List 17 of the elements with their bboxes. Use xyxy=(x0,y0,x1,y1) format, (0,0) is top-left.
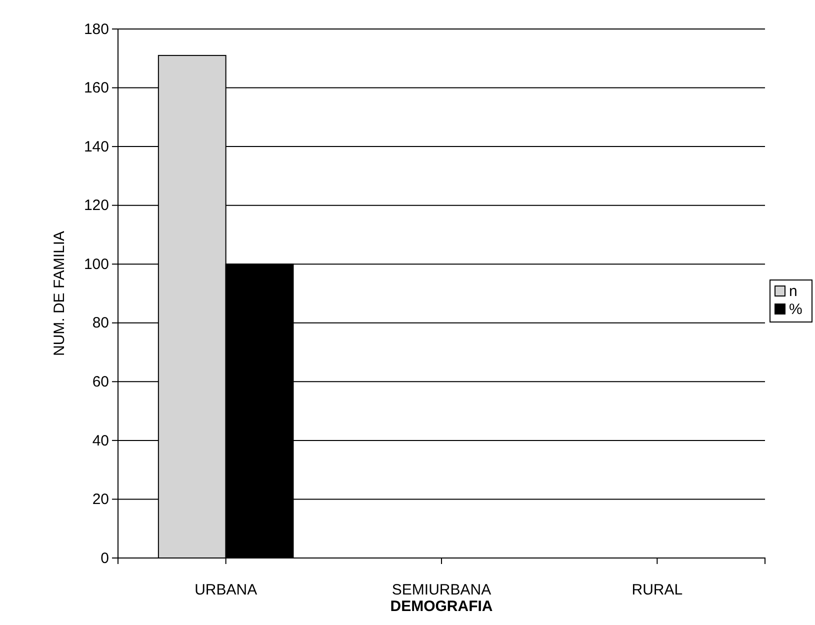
y-axis-title: NUM. DE FAMILIA xyxy=(51,230,68,356)
y-tick-label: 80 xyxy=(92,314,109,332)
y-tick-label: 140 xyxy=(84,138,109,156)
y-tick-label: 180 xyxy=(84,20,109,38)
y-tick-label: 120 xyxy=(84,197,109,214)
x-tick-label: URBANA xyxy=(194,582,258,599)
x-tick-label: RURAL xyxy=(632,582,683,599)
legend-label: % xyxy=(789,301,802,318)
x-tick-label: SEMIURBANA xyxy=(392,582,492,599)
y-tick-label: 100 xyxy=(84,256,109,273)
y-tick-label: 60 xyxy=(92,373,109,390)
x-axis-title: DEMOGRAFIA xyxy=(390,598,493,615)
y-tick-label: 160 xyxy=(84,80,109,97)
legend-label: n xyxy=(789,283,798,300)
y-tick-label: 40 xyxy=(92,432,109,450)
y-tick-label: 0 xyxy=(100,550,109,567)
y-tick-label: 20 xyxy=(92,491,109,508)
